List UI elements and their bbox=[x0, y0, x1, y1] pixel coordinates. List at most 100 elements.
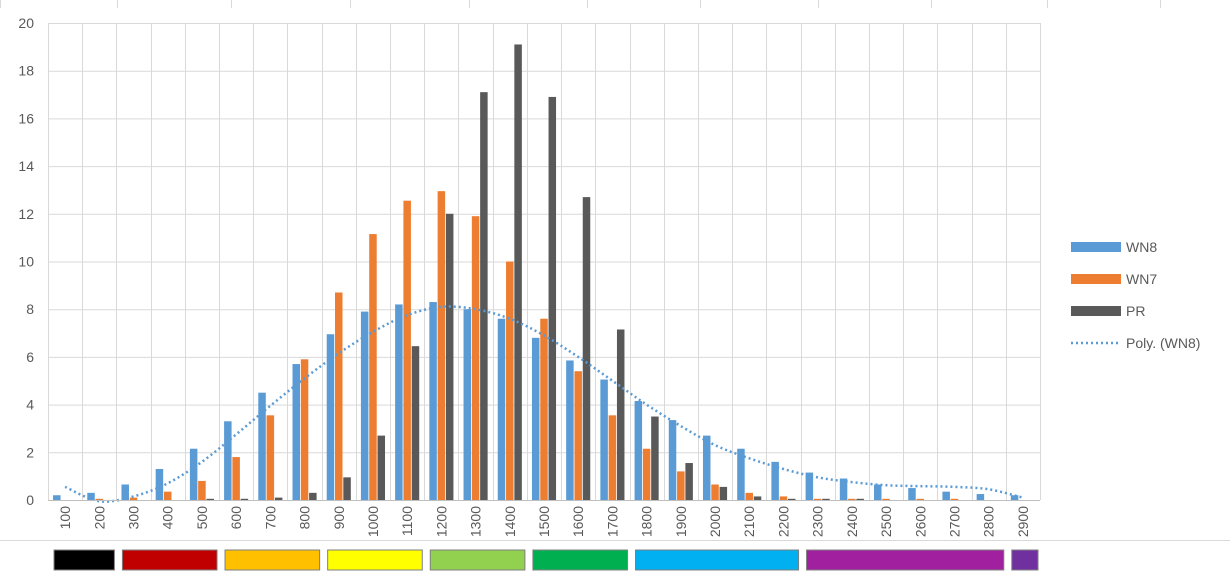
x-tick-label: 300 bbox=[126, 506, 142, 530]
bar-wn8-1600 bbox=[566, 360, 574, 500]
bar-wn8-2600 bbox=[908, 488, 916, 500]
x-tick-label: 700 bbox=[262, 506, 278, 530]
bar-wn7-2600 bbox=[916, 498, 925, 500]
y-axis: 0 2 4 6 8 10 12 14 16 18 20 bbox=[18, 15, 34, 508]
bar-pr-1500 bbox=[548, 96, 557, 500]
bar-wn8-600 bbox=[224, 421, 232, 500]
bar-wn8-500 bbox=[189, 448, 198, 500]
bar-wn8-1500 bbox=[531, 337, 540, 500]
bar-wn8-1100 bbox=[395, 304, 403, 500]
y-tick-label: 8 bbox=[26, 301, 34, 317]
bar-wn8-900 bbox=[326, 334, 335, 500]
legend-label: WN8 bbox=[1126, 239, 1157, 255]
x-tick-label: 1700 bbox=[604, 506, 620, 537]
x-tick-label: 800 bbox=[297, 506, 313, 530]
x-tick-label: 1900 bbox=[673, 506, 689, 537]
x-tick-label: 2500 bbox=[878, 506, 894, 537]
bar-wn7-2300 bbox=[813, 498, 822, 500]
bar-wn8-1800 bbox=[634, 401, 643, 500]
bar-pr-1600 bbox=[582, 197, 591, 501]
x-tick-label: 400 bbox=[160, 506, 176, 530]
bar-wn7-600 bbox=[232, 457, 240, 500]
bar-wn7-1400 bbox=[506, 261, 514, 500]
bar-pr-1900 bbox=[685, 463, 693, 500]
bar-wn8-800 bbox=[292, 364, 301, 500]
bar-wn7-700 bbox=[266, 415, 275, 500]
y-tick-label: 18 bbox=[18, 63, 34, 79]
x-tick-label: 1200 bbox=[433, 506, 449, 537]
bar-wn7-400 bbox=[163, 491, 172, 500]
x-tick-label: 500 bbox=[194, 506, 210, 530]
rating-band-2 bbox=[121, 549, 218, 571]
trendline-wn8 bbox=[64, 305, 1024, 503]
rating-color-bands bbox=[53, 549, 1039, 571]
bar-wn8-2700 bbox=[942, 491, 950, 500]
x-tick-label: 900 bbox=[331, 506, 347, 530]
bar-pr-800 bbox=[309, 492, 317, 500]
bar-pr-2200 bbox=[787, 498, 796, 500]
x-tick-label: 600 bbox=[228, 506, 244, 530]
bar-pr-500 bbox=[206, 498, 214, 500]
x-tick-label: 2100 bbox=[741, 506, 757, 537]
bar-wn7-2500 bbox=[882, 498, 890, 500]
y-tick-label: 4 bbox=[26, 397, 34, 413]
x-tick-label: 1000 bbox=[365, 506, 381, 537]
bar-wn8-2200 bbox=[771, 461, 779, 500]
bar-pr-2000 bbox=[719, 486, 728, 500]
bar-pr-1100 bbox=[411, 346, 420, 500]
rating-band-4 bbox=[327, 549, 423, 571]
bar-wn7-1700 bbox=[608, 415, 617, 500]
y-tick-label: 0 bbox=[26, 492, 34, 508]
x-tick-label: 1400 bbox=[502, 506, 518, 537]
bar-wn7-900 bbox=[335, 292, 343, 500]
bar-wn7-1600 bbox=[574, 371, 582, 500]
bar-pr-1200 bbox=[445, 213, 454, 501]
x-tick-label: 2200 bbox=[775, 506, 791, 537]
rating-band-3 bbox=[224, 549, 321, 571]
y-tick-label: 14 bbox=[18, 158, 34, 174]
bar-wn8-1900 bbox=[668, 420, 677, 500]
bar-pr-2400 bbox=[856, 498, 864, 500]
bar-wn8-100 bbox=[53, 495, 61, 500]
bar-wn8-2800 bbox=[976, 494, 985, 500]
bar-wn8-1700 bbox=[600, 379, 608, 500]
y-tick-label: 12 bbox=[18, 206, 34, 222]
bar-wn8-2400 bbox=[839, 478, 848, 500]
bar-wn8-1400 bbox=[497, 318, 506, 500]
bar-wn7-1500 bbox=[540, 318, 548, 500]
x-tick-label: 2900 bbox=[1015, 506, 1031, 537]
bar-wn8-2100 bbox=[737, 448, 745, 500]
bar-wn7-200 bbox=[95, 498, 104, 500]
bar-pr-1700 bbox=[616, 329, 625, 500]
x-axis: 100 200 300 400 500 600 700 800 900 1000 1100 1200 1… bbox=[48, 500, 1040, 537]
bar-wn7-1800 bbox=[642, 448, 651, 500]
bar-wn8-1200 bbox=[429, 302, 437, 500]
bar-pr-2100 bbox=[753, 496, 762, 500]
y-tick-label: 2 bbox=[26, 444, 34, 460]
bar-pr-900 bbox=[343, 477, 351, 500]
bar-pr-1400 bbox=[514, 44, 522, 501]
bar-series bbox=[53, 44, 1019, 501]
x-tick-label: 2400 bbox=[844, 506, 860, 537]
rating-band-8 bbox=[806, 549, 1005, 571]
bar-pr-700 bbox=[274, 497, 283, 500]
bar-wn8-1000 bbox=[360, 311, 369, 500]
bar-wn7-800 bbox=[300, 359, 309, 500]
x-tick-label: 200 bbox=[91, 506, 107, 530]
legend: WN8 WN7 PR Poly. (WN8) bbox=[1071, 239, 1200, 351]
bar-wn7-2700 bbox=[950, 498, 959, 500]
x-tick-label: 1500 bbox=[536, 506, 552, 537]
y-tick-label: 6 bbox=[26, 349, 34, 365]
x-tick-label: 2000 bbox=[707, 506, 723, 537]
x-tick-label: 2800 bbox=[981, 506, 997, 537]
x-tick-label: 1100 bbox=[399, 506, 415, 536]
legend-label: WN7 bbox=[1126, 271, 1157, 287]
rating-band-9 bbox=[1011, 549, 1039, 571]
y-tick-label: 20 bbox=[18, 15, 34, 31]
bar-wn8-2500 bbox=[874, 484, 882, 500]
bar-wn8-2000 bbox=[702, 435, 711, 500]
rating-band-7 bbox=[635, 549, 800, 571]
bar-wn7-2200 bbox=[779, 496, 788, 500]
bar-wn8-1300 bbox=[463, 309, 472, 500]
